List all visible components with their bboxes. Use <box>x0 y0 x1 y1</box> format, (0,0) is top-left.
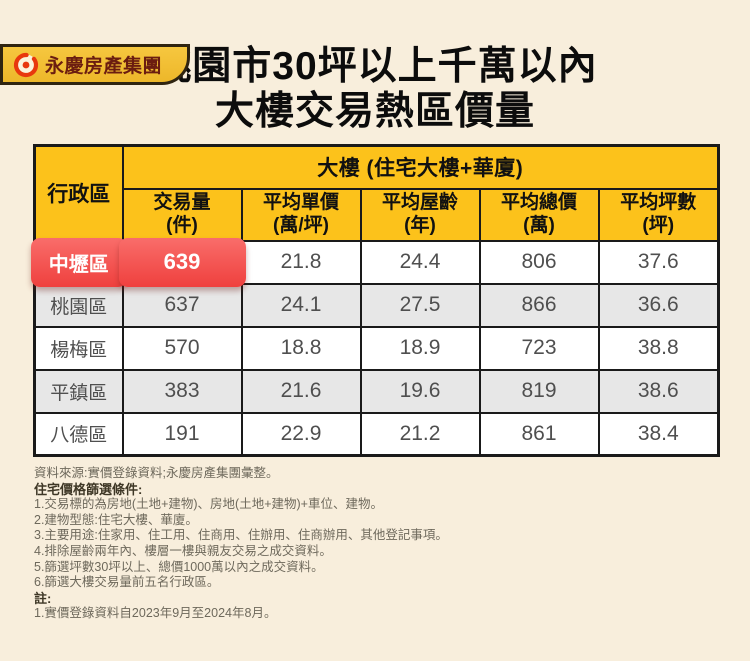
column-header-age: 平均屋齡 (年) <box>359 187 481 242</box>
value-cell: 19.6 <box>359 368 481 414</box>
value-cell: 861 <box>478 411 600 457</box>
value-cell: 37.6 <box>597 239 720 285</box>
column-label: 平均坪數 <box>620 192 697 214</box>
value-cell: 383 <box>121 368 243 414</box>
column-unit: (年) <box>404 214 436 236</box>
price-volume-table: 行政區 大樓 (住宅大樓+華廈) 交易量 (件) 平均單價 (萬/坪) 平均屋齡… <box>31 144 720 457</box>
footnotes: 資料來源:實價登錄資料;永慶房產集團彙整。 住宅價格篩選條件: 1.交易標的為房… <box>34 466 750 622</box>
building-type-group-header: 大樓 (住宅大樓+華廈) <box>121 144 720 190</box>
value-cell: 38.4 <box>597 411 720 457</box>
column-header-volume: 交易量 (件) <box>121 187 243 242</box>
column-header-total-price: 平均總價 (萬) <box>478 187 600 242</box>
district-cell: 中壢區 <box>31 237 127 287</box>
value-cell: 27.5 <box>359 282 481 328</box>
table-row-yangmei: 楊梅區 570 18.8 18.9 723 38.8 <box>33 325 720 371</box>
table-group-header-row: 行政區 大樓 (住宅大樓+華廈) <box>33 144 720 242</box>
yungching-logo-icon <box>12 51 40 79</box>
brand-name: 永慶房產集團 <box>45 56 163 77</box>
footnote-line: 1.交易標的為房地(土地+建物)、房地(土地+建物)+車位、建物。 <box>34 497 383 512</box>
value-cell: 723 <box>478 325 600 371</box>
footnote-line: 1.實價登錄資料自2023年9月至2024年8月。 <box>34 606 277 621</box>
table-row-pingzhen: 平鎮區 383 21.6 19.6 819 38.6 <box>33 368 720 414</box>
value-cell: 18.8 <box>240 325 362 371</box>
value-cell: 22.9 <box>240 411 362 457</box>
brand-banner: 永慶房產集團 <box>0 44 190 85</box>
district-column-header: 行政區 <box>33 144 124 242</box>
value-cell: 24.4 <box>359 239 481 285</box>
footnote-line: 2.建物型態:住宅大樓、華廈。 <box>34 512 198 527</box>
table-row-zhongli: 中壢區 639 21.8 24.4 806 37.6 <box>31 237 720 287</box>
district-cell: 楊梅區 <box>33 325 124 371</box>
value-cell: 637 <box>121 282 243 328</box>
value-cell: 21.8 <box>240 239 362 285</box>
column-unit: (萬/坪) <box>273 214 329 236</box>
district-cell: 八德區 <box>33 411 124 457</box>
highlight-badge-district: 中壢區 <box>31 237 127 287</box>
district-cell: 平鎮區 <box>33 368 124 414</box>
table-row-taoyuan: 桃園區 637 24.1 27.5 866 36.6 <box>33 282 720 328</box>
footnote-note-heading: 註: <box>34 590 52 606</box>
value-cell: 639 <box>118 237 246 287</box>
column-header-size: 平均坪數 (坪) <box>597 187 720 242</box>
value-cell: 24.1 <box>240 282 362 328</box>
value-cell: 866 <box>478 282 600 328</box>
value-cell: 570 <box>121 325 243 371</box>
footnote-line: 4.排除屋齡兩年內、樓層一樓與親友交易之成交資料。 <box>34 543 332 558</box>
footnote-line: 6.篩選大樓交易量前五名行政區。 <box>34 575 220 590</box>
value-cell: 38.6 <box>597 368 720 414</box>
column-label: 平均屋齡 <box>381 192 458 214</box>
value-cell: 806 <box>478 239 600 285</box>
column-label: 平均單價 <box>262 192 339 214</box>
column-header-unit-price: 平均單價 (萬/坪) <box>240 187 362 242</box>
column-unit: (坪) <box>642 214 675 236</box>
title-line-1: 桃園市30坪以上千萬以內 <box>152 45 598 88</box>
table-subheader-row: 交易量 (件) 平均單價 (萬/坪) 平均屋齡 (年) 平均總價 (萬) 平均坪… <box>35 187 720 242</box>
district-cell: 桃園區 <box>33 282 124 328</box>
highlight-badge-volume: 639 <box>118 237 246 287</box>
value-cell: 38.8 <box>597 325 720 371</box>
value-cell: 191 <box>121 411 243 457</box>
footnote-line: 5.篩選坪數30坪以上、總價1000萬以內之成交資料。 <box>34 559 324 574</box>
footnote-source: 資料來源:實價登錄資料;永慶房產集團彙整。 <box>34 466 279 480</box>
value-cell: 21.6 <box>240 368 362 414</box>
page-title: 桃園市30坪以上千萬以內 大樓交易熱區價量 <box>0 44 750 134</box>
footnote-line: 3.主要用途:住家用、住工用、住商用、住辦用、住商辦用、其他登記事項。 <box>34 528 448 543</box>
value-cell: 18.9 <box>359 325 481 371</box>
title-line-2: 大樓交易熱區價量 <box>214 90 535 133</box>
value-cell: 21.2 <box>359 411 481 457</box>
column-label: 交易量 <box>153 192 211 214</box>
value-cell: 36.6 <box>597 282 720 328</box>
value-cell: 819 <box>478 368 600 414</box>
column-unit: (件) <box>166 214 198 236</box>
table-row-bade: 八德區 191 22.9 21.2 861 38.4 <box>33 411 720 457</box>
column-unit: (萬) <box>523 214 555 236</box>
footnote-filter-heading: 住宅價格篩選條件: <box>34 481 143 497</box>
column-label: 平均總價 <box>500 192 577 214</box>
